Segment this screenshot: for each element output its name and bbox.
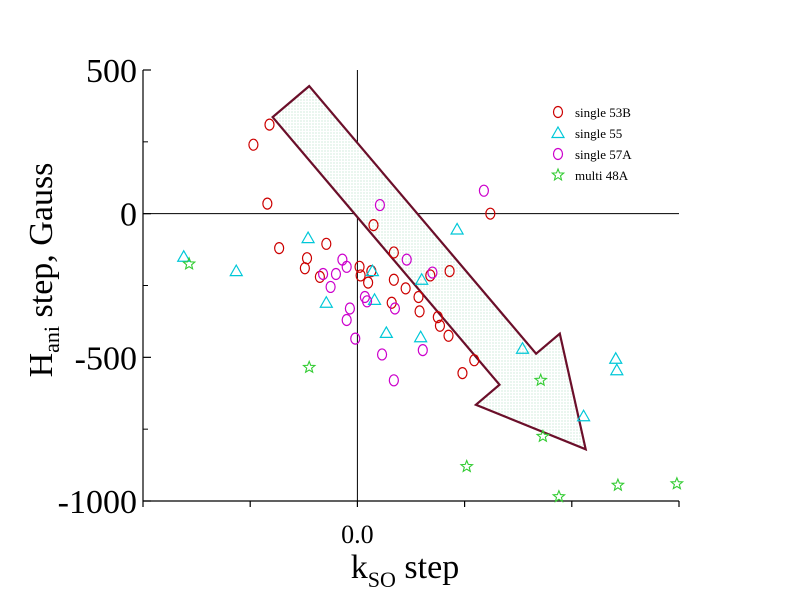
data-point-series-2 <box>317 267 329 281</box>
data-point-series-0 <box>248 138 259 151</box>
data-point-series-2 <box>361 295 373 308</box>
data-point-series-0 <box>388 273 399 286</box>
data-point-series-2 <box>325 280 336 294</box>
x-axis-title-main: k <box>351 549 368 586</box>
x-tick-label: 0.0 <box>341 520 374 549</box>
data-point-series-0 <box>264 118 275 131</box>
legend-label: single 57A <box>575 147 632 162</box>
data-point-series-0 <box>262 197 273 210</box>
data-point-series-0 <box>314 270 325 283</box>
y-tick-label: 0 <box>120 197 137 234</box>
trend-arrow-shape <box>271 84 588 452</box>
x-axis-title-sub: SO <box>368 567 396 592</box>
data-point-series-0 <box>414 305 425 318</box>
legend-label: single 53B <box>575 105 631 120</box>
data-point-series-0 <box>321 237 332 250</box>
data-point-series-3 <box>459 459 474 473</box>
data-point-series-2 <box>344 302 355 315</box>
data-point-series-0 <box>413 290 424 304</box>
data-point-series-2 <box>417 344 428 357</box>
data-point-series-2 <box>376 348 388 361</box>
data-point-series-2 <box>330 267 342 281</box>
data-point-series-2 <box>350 332 361 345</box>
data-point-series-3 <box>669 476 685 490</box>
data-point-series-0 <box>432 311 443 324</box>
x-axis-title: kSO step <box>351 549 459 592</box>
legend-marker-series-0 <box>552 105 564 119</box>
data-point-series-0 <box>274 242 285 255</box>
data-point-series-3 <box>302 359 317 374</box>
data-point-series-0 <box>354 260 365 273</box>
data-point-series-1 <box>379 325 394 339</box>
legend-label: multi 48A <box>575 168 629 183</box>
data-point-series-1 <box>450 222 465 235</box>
data-point-series-1 <box>576 409 591 422</box>
data-point-series-1 <box>301 230 316 244</box>
data-point-series-0 <box>485 207 496 220</box>
y-tick-label: 500 <box>86 53 137 90</box>
data-point-series-0 <box>457 367 468 380</box>
data-point-series-0 <box>368 219 379 232</box>
axis-ticks <box>142 69 680 507</box>
data-point-series-2 <box>427 266 438 279</box>
y-tick-labels: 500 0 -500 -1000 <box>58 53 137 521</box>
data-point-series-2 <box>389 302 401 315</box>
data-point-series-1 <box>367 292 382 305</box>
data-point-series-0 <box>444 265 455 278</box>
data-point-series-3 <box>535 428 551 443</box>
data-point-series-3 <box>610 477 626 492</box>
y-axis-title-main: H <box>23 353 60 378</box>
data-point-series-3 <box>551 489 567 503</box>
data-point-series-3 <box>182 256 197 270</box>
data-points <box>176 118 685 503</box>
data-point-series-0 <box>363 276 374 289</box>
data-point-series-1 <box>515 341 530 354</box>
data-point-series-1 <box>229 263 244 277</box>
data-point-series-0 <box>400 282 411 295</box>
y-axis-title: Hani step, Gauss <box>23 163 64 378</box>
x-tick-labels: 0.0 <box>341 520 374 549</box>
y-axis-title-sub: ani <box>39 326 64 353</box>
data-point-series-2 <box>341 313 352 327</box>
data-point-series-0 <box>388 246 399 259</box>
data-point-series-0 <box>355 269 366 282</box>
x-axis-title-rest: step <box>396 549 459 586</box>
legend-marker-series-3 <box>550 167 566 182</box>
data-point-series-2 <box>478 184 489 197</box>
data-point-series-2 <box>341 260 352 273</box>
data-point-series-0 <box>425 269 436 282</box>
data-point-series-1 <box>413 330 428 343</box>
trend-arrow <box>271 84 588 452</box>
legend-markers <box>550 105 566 182</box>
legend: single 53B single 55 single 57A multi 48… <box>540 101 670 191</box>
data-point-series-2 <box>337 253 348 266</box>
data-point-series-0 <box>434 319 446 332</box>
legend-marker-series-1 <box>550 125 566 139</box>
data-point-series-0 <box>301 252 313 265</box>
data-point-series-0 <box>443 329 454 342</box>
data-point-series-2 <box>401 253 412 266</box>
data-point-series-2 <box>374 198 386 212</box>
data-point-series-1 <box>319 295 334 308</box>
data-point-series-1 <box>609 363 624 376</box>
y-tick-label: -500 <box>75 340 137 377</box>
legend-marker-series-2 <box>552 147 564 161</box>
data-point-series-0 <box>469 354 480 367</box>
data-point-series-2 <box>388 374 399 387</box>
y-tick-label: -1000 <box>58 484 137 521</box>
data-point-series-0 <box>299 262 310 275</box>
data-point-series-1 <box>608 351 623 364</box>
data-point-series-1 <box>176 249 191 262</box>
data-point-series-1 <box>365 263 380 277</box>
y-axis-title-rest: step, Gauss <box>23 163 60 326</box>
data-point-series-3 <box>533 372 548 387</box>
legend-label: single 55 <box>575 126 622 141</box>
data-point-series-1 <box>414 272 429 285</box>
